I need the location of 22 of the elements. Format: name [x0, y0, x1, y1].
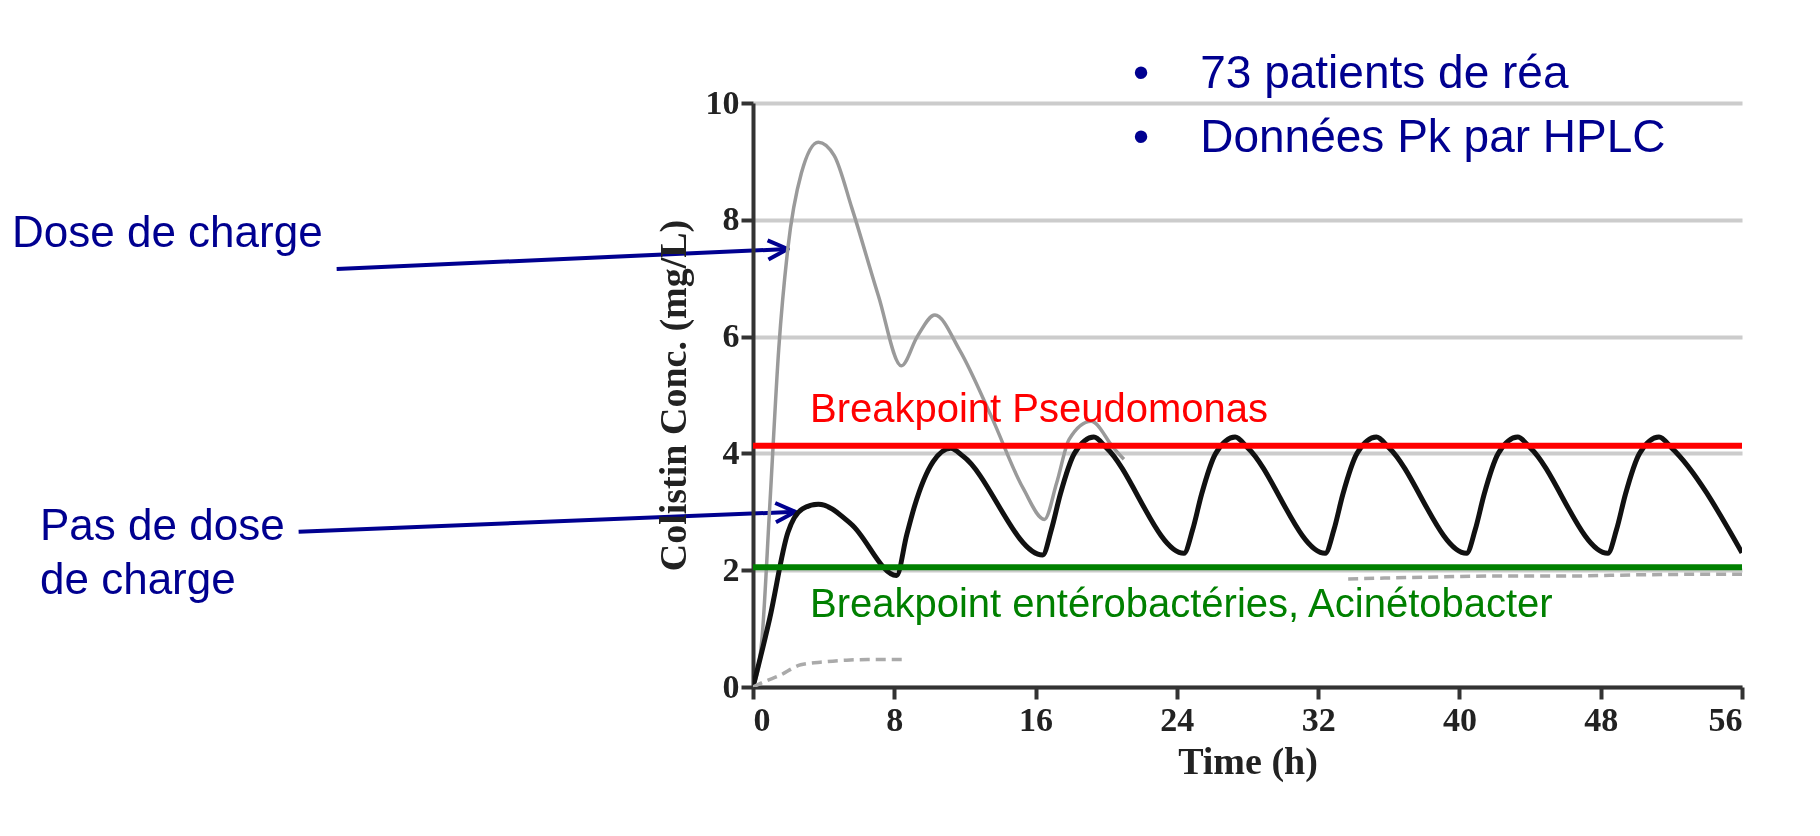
x-tick-label: 0: [753, 700, 771, 738]
x-axis-title: Time (h): [1178, 739, 1318, 783]
y-tick-label: 6: [722, 317, 740, 355]
y-tick-label: 10: [705, 83, 740, 121]
annotation: Dose de charge: [12, 206, 324, 258]
x-tick-label: 24: [1160, 700, 1195, 738]
y-tick-label: 4: [722, 433, 740, 471]
y-tick-label: 8: [722, 200, 740, 238]
y-tick-label: 0: [722, 667, 740, 705]
x-tick-label: 40: [1442, 700, 1477, 738]
annotation: Pas de dose de charge: [40, 498, 286, 605]
text: • 73 patients de réa: [1133, 45, 1570, 100]
x-tick-label: 48: [1584, 700, 1619, 738]
ref-line-label: Breakpoint Pseudomonas: [810, 385, 1269, 430]
ref-line-label: Breakpoint entérobactéries, Acinétobacter: [810, 581, 1553, 626]
x-tick-label: 56: [1708, 700, 1743, 738]
x-tick-label: 8: [886, 700, 904, 738]
x-tick-label: 16: [1019, 700, 1054, 738]
x-tick-label: 32: [1301, 700, 1336, 738]
y-axis-title: Colistin Conc. (mg/L): [651, 219, 695, 572]
annotation: • Données Pk par HPLC: [1133, 109, 1666, 164]
y-tick-label: 2: [722, 550, 740, 588]
